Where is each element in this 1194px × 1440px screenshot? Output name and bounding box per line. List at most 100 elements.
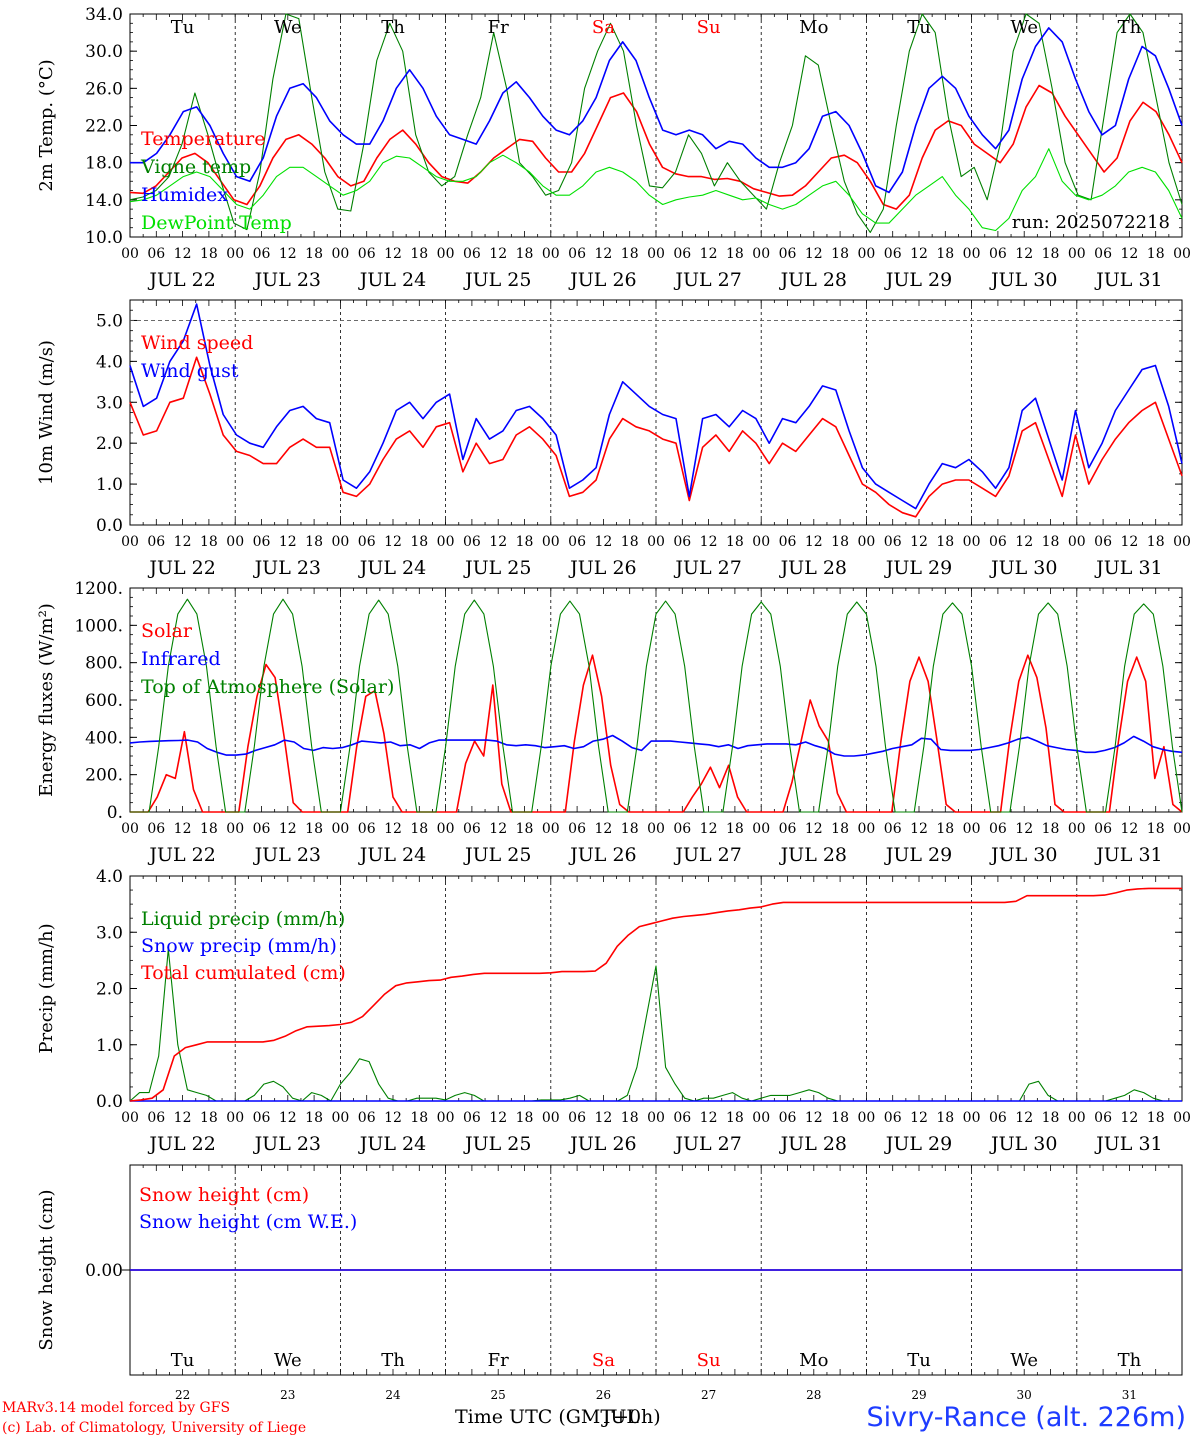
date-label: JUL 24 bbox=[358, 269, 426, 291]
hour-tick-label: 18 bbox=[936, 821, 954, 837]
date-label: JUL 29 bbox=[884, 844, 952, 866]
weekday-label: Th bbox=[381, 17, 405, 38]
hour-tick-label: 12 bbox=[1120, 534, 1138, 550]
day-number-label: 23 bbox=[280, 1388, 295, 1402]
hour-tick-label: 18 bbox=[726, 821, 744, 837]
date-label: JUL 31 bbox=[1094, 269, 1162, 291]
hour-tick-label: 06 bbox=[358, 1110, 376, 1126]
date-label: JUL 24 bbox=[358, 1133, 426, 1155]
day-number-label: 31 bbox=[1122, 1388, 1137, 1402]
date-label: JUL 22 bbox=[147, 557, 215, 579]
date-label: JUL 28 bbox=[779, 269, 847, 291]
weekday-label: Th bbox=[381, 1350, 405, 1371]
legend-entry: Temperature bbox=[141, 128, 265, 150]
hour-tick-label: 12 bbox=[805, 1110, 823, 1126]
hour-tick-label: 00 bbox=[1068, 534, 1086, 550]
hour-tick-label: 00 bbox=[437, 821, 455, 837]
series-line-humidex bbox=[130, 27, 1183, 194]
panel-5: 0.00 Snow height (cm) Snow height (cm) Snow… bbox=[36, 1164, 1183, 1402]
hour-tick-label: 12 bbox=[174, 246, 192, 262]
y-tick-label: 600. bbox=[85, 691, 123, 711]
y-tick-label: 3.0 bbox=[96, 923, 123, 943]
y-tick-label: 0.00 bbox=[85, 1261, 123, 1281]
hour-tick-label: 06 bbox=[147, 246, 165, 262]
hour-tick-label: 00 bbox=[121, 534, 139, 550]
date-label: JUL 26 bbox=[568, 557, 636, 579]
hour-tick-label: 18 bbox=[1147, 821, 1165, 837]
date-label: JUL 31 bbox=[1094, 844, 1162, 866]
date-label: JUL 27 bbox=[673, 269, 741, 291]
date-label: JUL 30 bbox=[989, 1133, 1057, 1155]
station-name: Sivry-Rance (alt. 226m) bbox=[866, 1402, 1186, 1433]
hour-tick-label: 00 bbox=[542, 534, 560, 550]
hour-tick-label: 12 bbox=[594, 1110, 612, 1126]
day-number-label: 27 bbox=[701, 1388, 716, 1402]
credit-model: MARv3.14 model forced by GFS bbox=[2, 1400, 231, 1416]
y-tick-label: 1000. bbox=[74, 616, 123, 636]
hour-tick-label: 18 bbox=[516, 821, 534, 837]
legend-entry: Humidex bbox=[141, 184, 228, 206]
hour-tick-label: 18 bbox=[726, 534, 744, 550]
hour-tick-label: 18 bbox=[1042, 1110, 1060, 1126]
legend-entry: Snow height (cm W.E.) bbox=[139, 1211, 357, 1233]
series-line-wind-speed bbox=[129, 356, 1183, 518]
weekday-label: Su bbox=[697, 1350, 721, 1371]
hour-tick-label: 06 bbox=[989, 821, 1007, 837]
legend-entry: Infrared bbox=[141, 648, 221, 670]
hour-tick-label: 12 bbox=[489, 534, 507, 550]
weekday-label: Mo bbox=[799, 17, 828, 38]
hour-tick-label: 00 bbox=[1173, 534, 1191, 550]
y-tick-label: 0.0 bbox=[96, 1092, 123, 1112]
weekday-label: Mo bbox=[799, 1350, 828, 1371]
hour-tick-label: 06 bbox=[989, 246, 1007, 262]
hour-tick-label: 18 bbox=[621, 821, 639, 837]
x-axis-overlay: JUL bbox=[602, 1406, 639, 1428]
series-line-infrared bbox=[129, 734, 1183, 757]
hour-tick-label: 18 bbox=[831, 534, 849, 550]
date-label: JUL 30 bbox=[989, 269, 1057, 291]
hour-tick-label: 06 bbox=[1094, 1110, 1112, 1126]
day-number-label: 24 bbox=[385, 1388, 401, 1402]
hour-tick-label: 06 bbox=[568, 1110, 586, 1126]
hour-tick-label: 00 bbox=[1173, 821, 1191, 837]
hour-tick-label: 06 bbox=[1094, 246, 1112, 262]
date-label: JUL 23 bbox=[253, 269, 321, 291]
hour-tick-label: 00 bbox=[752, 821, 770, 837]
hour-tick-label: 18 bbox=[936, 246, 954, 262]
hour-tick-label: 12 bbox=[279, 1110, 297, 1126]
hour-tick-label: 00 bbox=[857, 534, 875, 550]
hour-tick-label: 00 bbox=[963, 821, 981, 837]
y-tick-label: 2.0 bbox=[96, 434, 123, 454]
weekday-label: Tu bbox=[907, 17, 931, 38]
hour-tick-label: 00 bbox=[437, 246, 455, 262]
hour-tick-label: 00 bbox=[226, 246, 244, 262]
hour-tick-label: 06 bbox=[884, 821, 902, 837]
hour-tick-label: 18 bbox=[305, 1110, 323, 1126]
weekday-label: Sa bbox=[592, 1350, 615, 1371]
date-label: JUL 29 bbox=[884, 1133, 952, 1155]
legend-entry: DewPoint Temp bbox=[141, 212, 292, 234]
y-tick-label: 0.0 bbox=[96, 516, 123, 536]
legend-entry: Liquid precip (mm/h) bbox=[141, 908, 345, 930]
hour-tick-label: 18 bbox=[726, 1110, 744, 1126]
date-label: JUL 22 bbox=[147, 269, 215, 291]
y-tick-label: 5.0 bbox=[96, 311, 123, 331]
hour-tick-label: 12 bbox=[805, 534, 823, 550]
hour-tick-label: 00 bbox=[1173, 246, 1191, 262]
hour-tick-label: 06 bbox=[779, 534, 797, 550]
hour-tick-label: 06 bbox=[358, 246, 376, 262]
hour-tick-label: 00 bbox=[331, 534, 349, 550]
hour-tick-label: 06 bbox=[568, 534, 586, 550]
hour-tick-label: 00 bbox=[437, 534, 455, 550]
hour-tick-label: 12 bbox=[174, 821, 192, 837]
y-tick-label: 800. bbox=[85, 654, 123, 674]
legend-entry: Solar bbox=[141, 620, 193, 642]
hour-tick-label: 12 bbox=[1120, 1110, 1138, 1126]
hour-tick-label: 12 bbox=[1015, 821, 1033, 837]
run-label: run: 2025072218 bbox=[1012, 212, 1170, 233]
hour-tick-label: 06 bbox=[463, 821, 481, 837]
legend-entry: Wind gust bbox=[141, 360, 239, 382]
day-number-label: 30 bbox=[1017, 1388, 1032, 1402]
hour-tick-label: 18 bbox=[1147, 534, 1165, 550]
date-label: JUL 24 bbox=[358, 557, 426, 579]
